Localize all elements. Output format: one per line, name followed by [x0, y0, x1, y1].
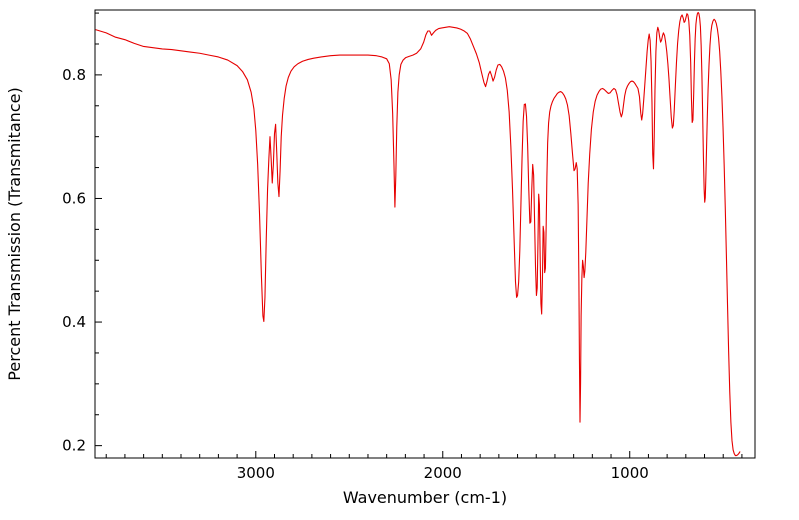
chart-layer: 3000 2000 1000 0.2 0.4 0.6 0.8 [62, 9, 756, 482]
spectrum-line [95, 11, 741, 457]
y-axis-label: Percent Transmission (Transmitance) [5, 87, 24, 380]
y-tick-label: 0.4 [62, 313, 86, 331]
y-tick-label: 0.2 [62, 437, 86, 455]
y-tick-label: 0.6 [62, 189, 86, 207]
x-tick-label: 2000 [424, 464, 462, 482]
plot-frame [94, 9, 756, 459]
x-axis-label: Wavenumber (cm-1) [343, 488, 507, 507]
x-tick-label: 1000 [611, 464, 649, 482]
y-tick-label: 0.8 [62, 66, 86, 84]
x-tick-label: 3000 [237, 464, 275, 482]
